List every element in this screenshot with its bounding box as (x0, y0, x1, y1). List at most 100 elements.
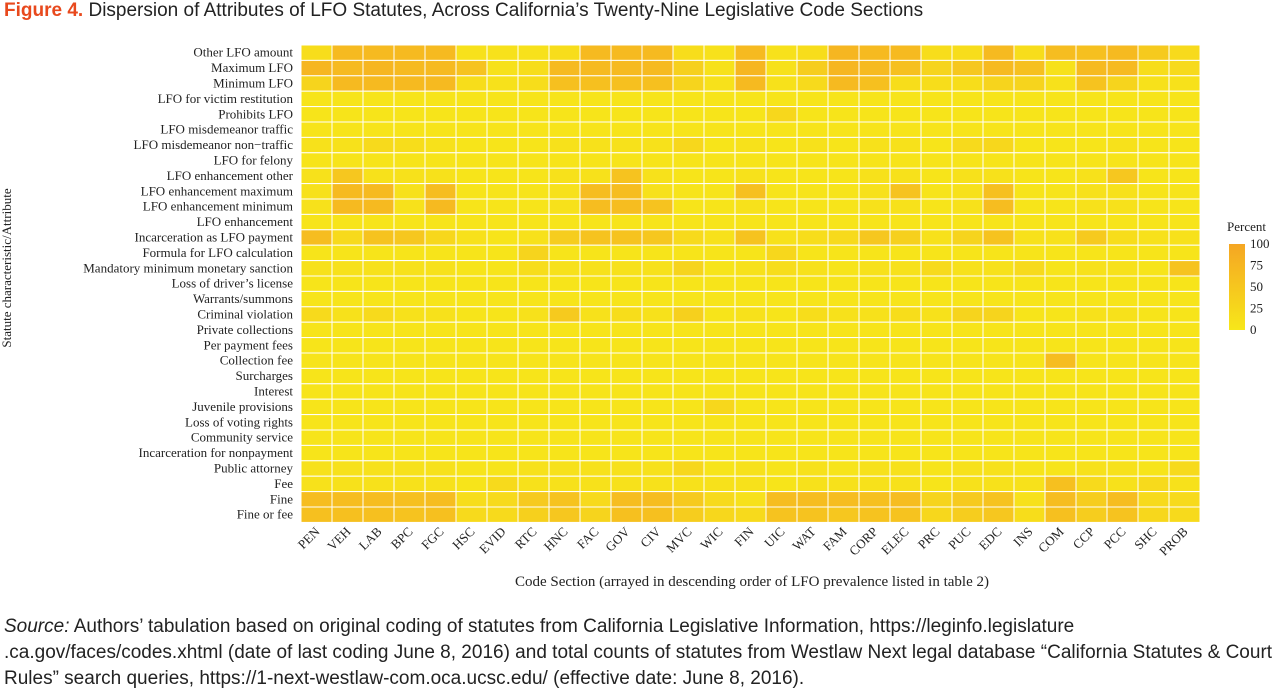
y-tick-label: LFO enhancement minimum (143, 199, 293, 214)
heatmap-cell (827, 121, 860, 138)
heatmap-cell (765, 429, 798, 446)
heatmap-cell (331, 491, 364, 508)
heatmap-cell (672, 59, 705, 77)
heatmap-cell (1075, 337, 1108, 354)
heatmap-cell (641, 183, 674, 200)
heatmap-cell (1075, 475, 1108, 493)
heatmap-cell (1075, 306, 1108, 323)
x-tick-label: PCC (1101, 524, 1129, 552)
heatmap-cell (579, 198, 612, 215)
heatmap-cell (982, 444, 1015, 462)
x-tick-label: BPC (388, 524, 416, 552)
heatmap-cell (734, 167, 767, 185)
heatmap-cell (300, 506, 333, 523)
heatmap-cell (1137, 90, 1170, 108)
heatmap-cell (424, 352, 457, 369)
heatmap-cell (1137, 121, 1170, 138)
heatmap-cell (1075, 367, 1108, 385)
heatmap-cell (982, 75, 1015, 92)
heatmap-cell (734, 183, 767, 200)
heatmap-cell (827, 229, 860, 246)
heatmap-cell (1075, 491, 1108, 508)
heatmap-cell (300, 383, 333, 400)
heatmap-cell (424, 306, 457, 323)
legend-title: Percent (1227, 219, 1266, 234)
heatmap-cell (424, 460, 457, 477)
heatmap-cell (641, 398, 674, 416)
heatmap-cell (331, 383, 364, 400)
heatmap-cell (300, 367, 333, 385)
heatmap-cell (641, 367, 674, 385)
heatmap-cell (703, 106, 736, 123)
heatmap-cell (641, 475, 674, 493)
heatmap-cell (672, 337, 705, 354)
heatmap-cell (331, 213, 364, 231)
heatmap-cell (579, 460, 612, 477)
heatmap-cell (1075, 152, 1108, 169)
heatmap-cell (920, 275, 953, 292)
heatmap-cell (424, 491, 457, 508)
heatmap-cell (889, 244, 922, 262)
heatmap-cell (579, 167, 612, 185)
heatmap-cell (641, 198, 674, 215)
heatmap-cell (920, 506, 953, 523)
heatmap-cell (951, 506, 984, 523)
heatmap-cell (517, 352, 550, 369)
heatmap-cell (579, 475, 612, 493)
heatmap-cell (920, 90, 953, 108)
heatmap-cell (486, 506, 519, 523)
x-tick-label: UIC (761, 524, 787, 550)
heatmap-cell (734, 198, 767, 215)
heatmap-cell (703, 460, 736, 477)
heatmap-cell (982, 414, 1015, 431)
heatmap-cell (734, 75, 767, 92)
y-tick-label: Per payment fees (203, 337, 293, 352)
heatmap-cell (641, 44, 674, 61)
heatmap-cell (300, 213, 333, 231)
heatmap-cell (424, 183, 457, 200)
heatmap-cell (1168, 290, 1201, 308)
heatmap-cell (951, 383, 984, 400)
heatmap-cell (362, 75, 395, 92)
heatmap-cell (641, 290, 674, 308)
heatmap-cell (517, 260, 550, 277)
heatmap-cell (393, 260, 426, 277)
heatmap-cell (610, 44, 643, 61)
heatmap-cell (765, 75, 798, 92)
heatmap-cell (920, 429, 953, 446)
heatmap-cell (1013, 136, 1046, 154)
heatmap-cell (548, 213, 581, 231)
heatmap-cell (765, 321, 798, 339)
heatmap-cell (796, 44, 829, 61)
heatmap-cell (362, 213, 395, 231)
heatmap-cell (1168, 444, 1201, 462)
x-tick-label: HSC (449, 524, 477, 552)
heatmap-cell (517, 152, 550, 169)
heatmap-cell (393, 152, 426, 169)
y-tick-label: Private collections (197, 322, 293, 337)
heatmap-cell (393, 337, 426, 354)
heatmap-cell (362, 136, 395, 154)
heatmap-cell (858, 59, 891, 77)
heatmap-cell (300, 491, 333, 508)
heatmap-cell (393, 444, 426, 462)
heatmap-cell (1168, 59, 1201, 77)
heatmap-cell (796, 59, 829, 77)
heatmap-cell (858, 491, 891, 508)
heatmap-cell (455, 444, 488, 462)
heatmap-cell (424, 367, 457, 385)
x-tick-label: GOV (602, 523, 633, 554)
heatmap-cell (982, 337, 1015, 354)
heatmap-cell (982, 367, 1015, 385)
heatmap-cell (424, 75, 457, 92)
heatmap-cell (796, 444, 829, 462)
heatmap-cell (1168, 183, 1201, 200)
y-tick-label: Public attorney (214, 461, 294, 476)
heatmap-cell (1137, 506, 1170, 523)
heatmap-cell (734, 475, 767, 493)
heatmap-cell (641, 460, 674, 477)
y-tick-label: LFO misdemeanor non−traffic (134, 137, 294, 152)
x-tick-label: COM (1035, 524, 1067, 556)
heatmap-cell (920, 59, 953, 77)
heatmap-cell (827, 213, 860, 231)
